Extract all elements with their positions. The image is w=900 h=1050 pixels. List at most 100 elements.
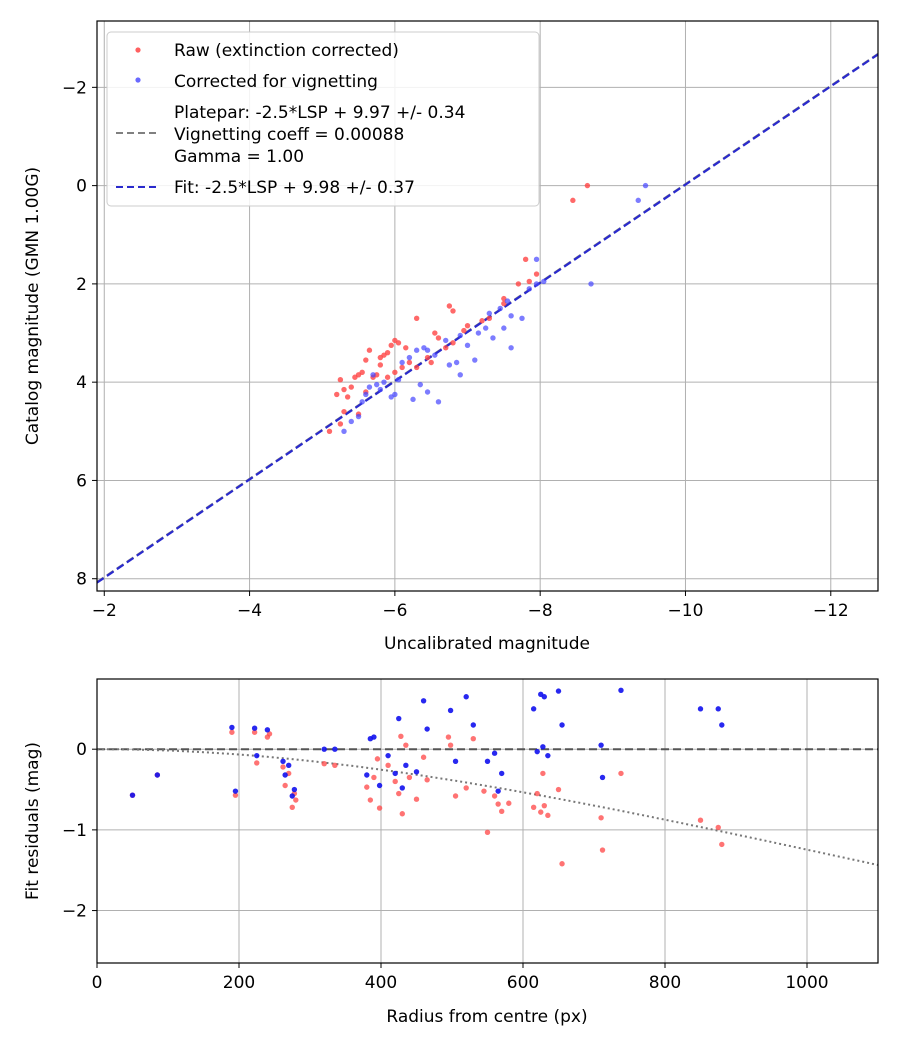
top-x-tick-label-2: −6 [382, 601, 407, 621]
top-point-corrected-37 [348, 418, 354, 425]
bot-point-corrected-46 [715, 706, 721, 712]
bot-point-raw-55 [719, 841, 725, 848]
bot-point-corrected-2 [229, 724, 235, 731]
bot-point-raw-20 [376, 805, 383, 811]
top-point-corrected-44 [472, 357, 478, 363]
top-point-raw-5 [515, 281, 522, 287]
bot-point-corrected-37 [540, 744, 546, 750]
bot-point-raw-40 [499, 808, 505, 815]
bot-point-raw-31 [445, 734, 452, 740]
bot-point-corrected-38 [541, 694, 547, 700]
bot-point-corrected-10 [289, 793, 295, 799]
top-x-tick-label-1: −4 [237, 601, 262, 621]
bot-x-tick-label-4: 800 [649, 973, 681, 993]
bot-point-corrected-32 [495, 788, 501, 794]
bot-point-raw-21 [385, 762, 391, 769]
bot-point-corrected-24 [420, 698, 427, 704]
legend-marker-corrected [135, 77, 141, 83]
top-point-corrected-16 [457, 332, 463, 339]
top-point-corrected-46 [508, 345, 514, 351]
bot-point-raw-43 [534, 790, 540, 797]
bot-point-corrected-35 [534, 748, 540, 755]
top-point-raw-39 [341, 386, 347, 393]
top-point-raw-41 [334, 391, 340, 398]
bot-point-corrected-9 [286, 762, 292, 769]
top-point-raw-0 [584, 182, 591, 189]
bot-point-corrected-23 [413, 769, 420, 775]
bot-point-raw-32 [447, 742, 454, 748]
top-point-corrected-29 [381, 379, 387, 385]
bot-point-raw-45 [540, 770, 546, 777]
top-point-raw-17 [432, 330, 438, 336]
top-point-corrected-22 [421, 345, 427, 351]
top-point-raw-13 [446, 303, 453, 309]
top-scatter-panel: −2 −4 −6 −8 −10 −12 −2 0 2 4 6 8 Uncalibrated magni… [23, 20, 879, 654]
bot-point-raw-15 [332, 762, 338, 769]
top-data-points [326, 182, 649, 435]
bot-point-raw-26 [403, 742, 409, 748]
top-point-corrected-18 [446, 362, 453, 368]
top-point-corrected-23 [413, 347, 420, 353]
top-point-corrected-7 [519, 315, 525, 321]
legend-label-platepar: Platepar: -2.5*LSP + 9.97 +/- 0.34 [174, 103, 465, 123]
top-point-corrected-9 [504, 298, 511, 304]
top-point-raw-10 [464, 322, 471, 329]
bottom-reference-lines [97, 748, 879, 866]
bot-point-raw-4 [251, 729, 258, 735]
bot-point-corrected-43 [599, 774, 606, 781]
top-x-axis-label: Uncalibrated magnitude [384, 634, 590, 654]
bot-point-raw-18 [371, 774, 377, 781]
bottom-x-axis-label: Radius from centre (px) [386, 1007, 587, 1027]
top-point-raw-14 [435, 335, 442, 341]
bot-point-corrected-31 [491, 750, 498, 756]
bot-point-raw-13 [293, 797, 299, 803]
top-y-tick-label-4: 6 [76, 471, 87, 491]
top-point-raw-47 [406, 359, 413, 366]
top-point-corrected-20 [432, 352, 438, 358]
top-tick-labels: −2 −4 −6 −8 −10 −12 −2 0 2 4 6 8 [62, 78, 849, 621]
top-point-corrected-26 [395, 377, 402, 383]
bot-point-corrected-45 [697, 706, 704, 712]
top-point-corrected-1 [635, 197, 641, 204]
top-point-corrected-14 [475, 330, 482, 336]
bot-x-tick-label-3: 600 [507, 973, 539, 993]
legend-label-raw: Raw (extinction corrected) [174, 41, 399, 61]
top-point-corrected-12 [486, 310, 493, 317]
top-point-corrected-24 [406, 354, 413, 361]
bot-point-raw-27 [406, 774, 413, 781]
top-point-corrected-2 [588, 281, 594, 287]
top-y-tick-label-0: −2 [62, 78, 87, 98]
top-point-raw-3 [533, 271, 540, 277]
top-point-raw-9 [479, 318, 485, 324]
top-point-corrected-28 [388, 394, 394, 400]
top-x-tick-label-4: −10 [668, 601, 704, 621]
bot-point-corrected-19 [392, 770, 398, 777]
top-point-corrected-34 [363, 391, 369, 398]
top-point-raw-42 [326, 428, 333, 435]
top-point-corrected-13 [482, 325, 489, 331]
top-point-corrected-30 [377, 386, 384, 393]
top-point-corrected-33 [366, 384, 373, 390]
bottom-y-axis-label: Fit residuals (mag) [23, 742, 43, 900]
bot-point-raw-14 [321, 761, 327, 767]
bot-point-corrected-21 [399, 785, 405, 791]
bot-point-corrected-29 [470, 722, 476, 728]
top-y-tick-label-5: 8 [76, 570, 87, 590]
top-point-corrected-32 [370, 372, 376, 378]
top-point-corrected-5 [533, 281, 540, 287]
top-x-tick-label-5: −12 [813, 601, 849, 621]
top-point-corrected-43 [457, 372, 463, 378]
bot-point-corrected-7 [280, 758, 286, 764]
bot-point-corrected-28 [463, 694, 469, 700]
bot-point-raw-22 [392, 778, 398, 785]
top-point-raw-44 [341, 408, 347, 415]
top-point-raw-48 [384, 374, 391, 380]
bot-point-corrected-0 [129, 792, 136, 798]
legend: Raw (extinction corrected) Corrected for… [106, 31, 540, 207]
bot-point-raw-39 [495, 801, 501, 807]
bot-point-raw-42 [530, 804, 537, 810]
bot-point-corrected-30 [484, 758, 491, 764]
top-point-raw-12 [450, 308, 456, 314]
top-point-corrected-40 [417, 381, 423, 388]
legend-marker-raw [135, 47, 141, 53]
